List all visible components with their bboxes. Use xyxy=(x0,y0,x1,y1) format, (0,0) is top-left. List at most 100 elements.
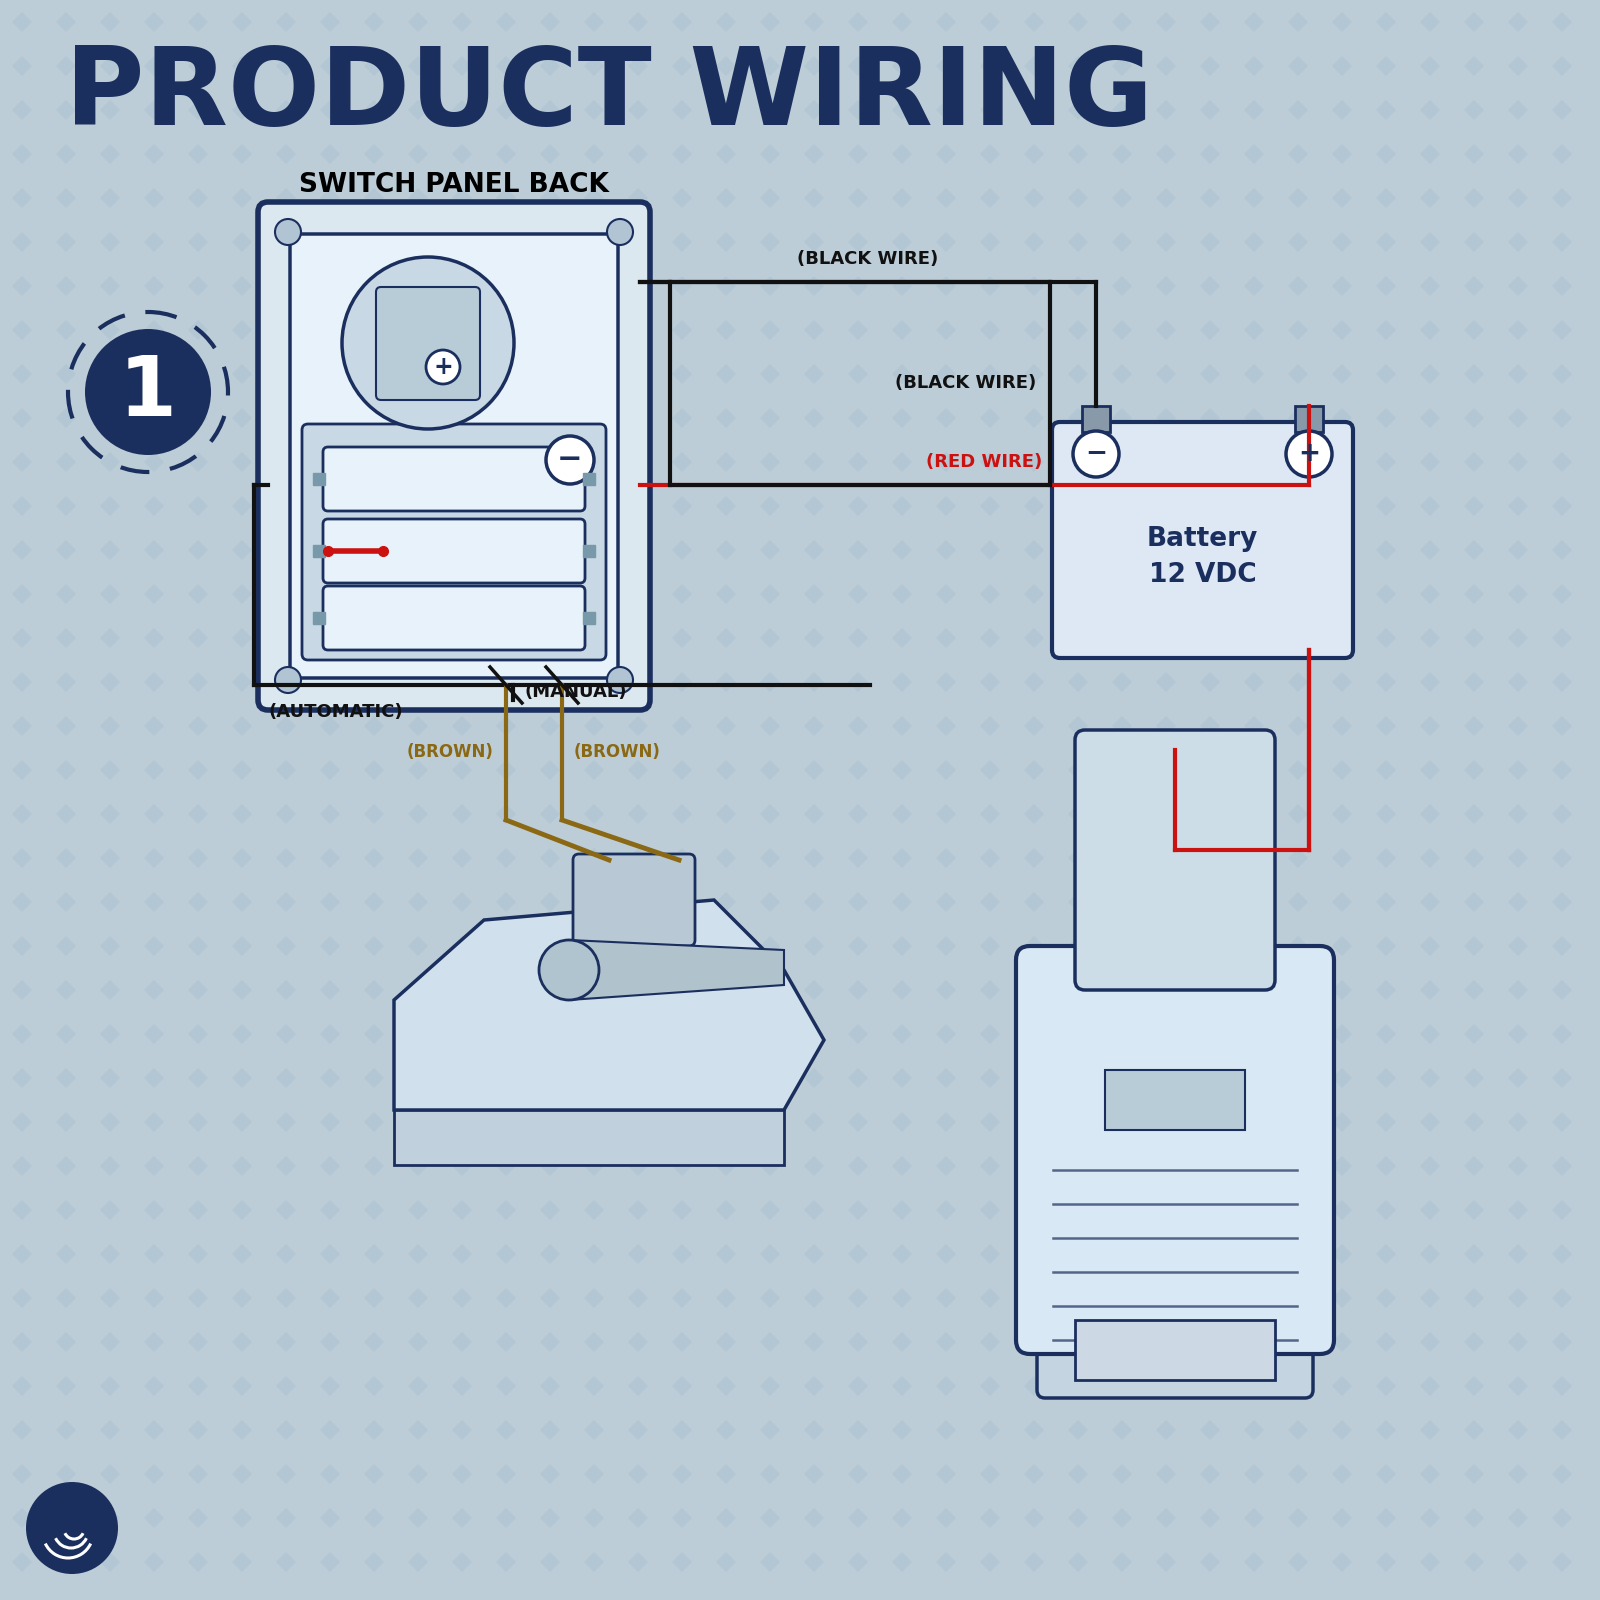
Polygon shape xyxy=(541,1200,560,1219)
Polygon shape xyxy=(277,1155,296,1176)
Polygon shape xyxy=(1464,1069,1485,1088)
Polygon shape xyxy=(1245,1552,1264,1571)
Polygon shape xyxy=(277,541,296,560)
Polygon shape xyxy=(584,1288,605,1309)
Polygon shape xyxy=(99,1507,120,1528)
Polygon shape xyxy=(1464,1112,1485,1133)
Polygon shape xyxy=(1421,408,1440,427)
Polygon shape xyxy=(1245,1331,1264,1352)
Polygon shape xyxy=(1245,496,1264,515)
FancyBboxPatch shape xyxy=(290,234,618,678)
Polygon shape xyxy=(1288,1552,1309,1571)
Polygon shape xyxy=(936,144,957,165)
Polygon shape xyxy=(1245,717,1264,736)
Polygon shape xyxy=(56,275,77,296)
Polygon shape xyxy=(1200,408,1221,427)
Polygon shape xyxy=(1507,144,1528,165)
Polygon shape xyxy=(365,717,384,736)
Polygon shape xyxy=(13,1069,32,1088)
Polygon shape xyxy=(1024,365,1043,384)
Polygon shape xyxy=(232,979,253,1000)
Polygon shape xyxy=(1464,56,1485,75)
Polygon shape xyxy=(232,1507,253,1528)
Polygon shape xyxy=(672,1552,691,1571)
Polygon shape xyxy=(1331,1200,1352,1219)
Polygon shape xyxy=(277,893,296,912)
Polygon shape xyxy=(584,320,605,341)
Polygon shape xyxy=(1288,803,1309,824)
Polygon shape xyxy=(365,1069,384,1088)
Polygon shape xyxy=(320,275,339,296)
Polygon shape xyxy=(56,232,77,251)
Polygon shape xyxy=(1464,144,1485,165)
Polygon shape xyxy=(805,672,824,691)
Polygon shape xyxy=(408,1288,429,1309)
Polygon shape xyxy=(277,1552,296,1571)
Polygon shape xyxy=(1155,408,1176,427)
Polygon shape xyxy=(893,320,912,341)
Polygon shape xyxy=(56,979,77,1000)
Polygon shape xyxy=(805,1331,824,1352)
Polygon shape xyxy=(453,936,472,955)
Polygon shape xyxy=(13,1331,32,1352)
Polygon shape xyxy=(848,1069,867,1088)
Polygon shape xyxy=(408,496,429,515)
Polygon shape xyxy=(189,1421,208,1440)
Polygon shape xyxy=(848,11,867,32)
Polygon shape xyxy=(1552,408,1571,427)
Polygon shape xyxy=(56,893,77,912)
Polygon shape xyxy=(1069,1155,1088,1176)
Polygon shape xyxy=(584,232,605,251)
Polygon shape xyxy=(1069,144,1088,165)
Polygon shape xyxy=(1464,1421,1485,1440)
Polygon shape xyxy=(365,627,384,648)
Polygon shape xyxy=(189,496,208,515)
Polygon shape xyxy=(13,1155,32,1176)
Polygon shape xyxy=(1200,1464,1221,1485)
Polygon shape xyxy=(805,408,824,427)
Polygon shape xyxy=(1376,365,1395,384)
Polygon shape xyxy=(1024,1112,1043,1133)
Polygon shape xyxy=(541,144,560,165)
Polygon shape xyxy=(1288,672,1309,691)
Polygon shape xyxy=(1464,1331,1485,1352)
Polygon shape xyxy=(979,187,1000,208)
Polygon shape xyxy=(1507,1245,1528,1264)
Polygon shape xyxy=(1507,848,1528,867)
Polygon shape xyxy=(1024,496,1043,515)
Polygon shape xyxy=(760,627,781,648)
Polygon shape xyxy=(584,541,605,560)
Polygon shape xyxy=(627,1376,648,1395)
Polygon shape xyxy=(1331,979,1352,1000)
Polygon shape xyxy=(1245,1069,1264,1088)
Polygon shape xyxy=(365,365,384,384)
Polygon shape xyxy=(1112,1331,1133,1352)
Text: −: − xyxy=(557,445,582,475)
Polygon shape xyxy=(627,584,648,603)
Polygon shape xyxy=(1507,1155,1528,1176)
Polygon shape xyxy=(1245,584,1264,603)
Polygon shape xyxy=(717,1112,736,1133)
Polygon shape xyxy=(99,848,120,867)
Polygon shape xyxy=(1069,803,1088,824)
Polygon shape xyxy=(1155,1421,1176,1440)
Polygon shape xyxy=(893,408,912,427)
Polygon shape xyxy=(1200,56,1221,75)
Polygon shape xyxy=(805,1245,824,1264)
Polygon shape xyxy=(99,893,120,912)
Polygon shape xyxy=(320,672,339,691)
Polygon shape xyxy=(893,496,912,515)
Polygon shape xyxy=(1421,893,1440,912)
Polygon shape xyxy=(936,496,957,515)
Polygon shape xyxy=(365,187,384,208)
Polygon shape xyxy=(760,1421,781,1440)
Polygon shape xyxy=(541,979,560,1000)
Polygon shape xyxy=(936,1155,957,1176)
FancyBboxPatch shape xyxy=(573,854,694,946)
Polygon shape xyxy=(1024,979,1043,1000)
Polygon shape xyxy=(496,848,515,867)
Polygon shape xyxy=(144,1288,165,1309)
Polygon shape xyxy=(1507,232,1528,251)
Text: Battery
12 VDC: Battery 12 VDC xyxy=(1147,526,1258,587)
Polygon shape xyxy=(1112,1245,1133,1264)
